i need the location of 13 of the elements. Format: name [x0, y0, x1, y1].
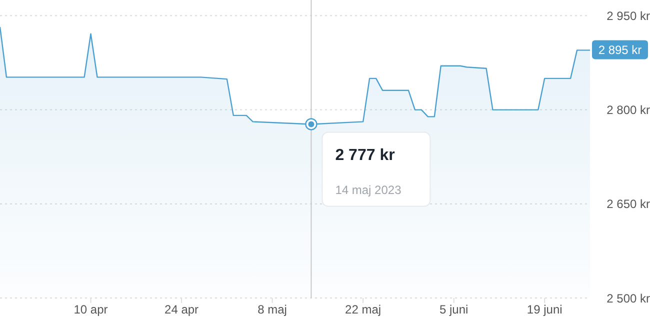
y-tick-label: 2 950 kr [606, 8, 650, 23]
x-tick-label: 19 juni [526, 302, 562, 317]
x-tick-label: 22 maj [345, 302, 382, 317]
x-tick-label: 5 juni [440, 302, 468, 317]
x-tick-label: 8 maj [258, 302, 287, 317]
annotation: 2 895 kr [598, 43, 642, 58]
y-tick-label: 2 650 kr [606, 197, 650, 212]
annotation: 14 maj 2023 [335, 183, 402, 198]
y-tick-label: 2 800 kr [606, 103, 650, 118]
annotation: 2 777 kr [335, 147, 395, 164]
x-tick-label: 10 apr [74, 302, 108, 317]
x-tick-label: 24 apr [164, 302, 199, 317]
y-tick-label: 2 500 kr [606, 291, 650, 306]
